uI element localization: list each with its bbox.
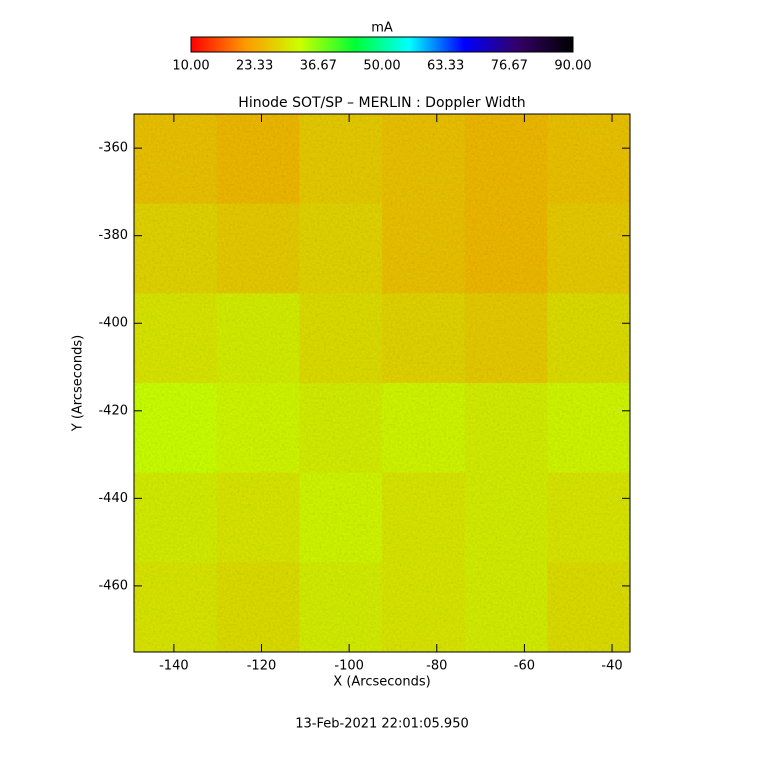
- y-tick-label: -380: [98, 228, 128, 243]
- colorbar-tick-label: 63.33: [427, 59, 464, 74]
- x-tick-label: -140: [159, 659, 189, 674]
- colorbar-tick-label: 10.00: [172, 59, 209, 74]
- y-tick-label: -400: [98, 316, 128, 331]
- colorbar-label: mA: [371, 21, 393, 36]
- colorbar-tick-label: 50.00: [363, 59, 400, 74]
- x-tick-label: -40: [601, 659, 622, 674]
- y-tick-label: -360: [98, 141, 128, 156]
- footer-timestamp: 13-Feb-2021 22:01:05.950: [295, 717, 469, 732]
- texture: [134, 114, 630, 652]
- x-tick-label: -60: [514, 659, 535, 674]
- x-tick-label: -100: [334, 659, 364, 674]
- colorbar-tick-label: 76.67: [491, 59, 528, 74]
- x-axis-label: X (Arcseconds): [333, 675, 430, 690]
- y-tick-label: -440: [98, 491, 128, 506]
- colorbar-tick-label: 36.67: [300, 59, 337, 74]
- plot-frame: [133, 113, 631, 653]
- x-tick-label: -80: [426, 659, 447, 674]
- y-tick-label: -460: [98, 578, 128, 593]
- colorbar: [190, 36, 574, 53]
- colorbar-tick-label: 23.33: [236, 59, 273, 74]
- y-axis-label: Y (Arcseconds): [71, 335, 86, 432]
- chart-title: Hinode SOT/SP – MERLIN : Doppler Width: [238, 95, 525, 111]
- colorbar-tick-label: 90.00: [554, 59, 591, 74]
- y-tick-label: -420: [98, 403, 128, 418]
- x-tick-label: -120: [247, 659, 277, 674]
